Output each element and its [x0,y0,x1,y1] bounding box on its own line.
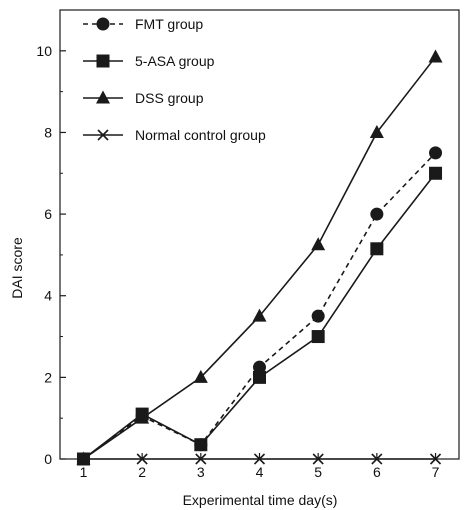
y-tick-label: 0 [44,451,52,467]
data-point [369,124,384,138]
series-circle [76,146,443,466]
data-point [136,453,148,465]
legend-item: 5-ASA group [83,53,215,69]
data-point [194,438,208,452]
legend-label: DSS group [135,90,204,106]
legend: FMT group 5-ASA group DSS group Normal cont… [83,16,266,143]
legend-item: FMT group [83,16,203,32]
x-tick-label: 6 [373,464,381,480]
y-tick-label: 10 [36,43,52,59]
series-triangle [76,49,443,465]
legend-marker [96,90,110,104]
legend-marker [96,54,110,68]
data-point [253,360,266,374]
legend-marker [96,17,110,31]
legend-label: 5-ASA group [135,53,215,69]
data-point [429,146,443,160]
data-point [76,452,90,466]
x-tick-label: 7 [432,464,440,480]
legend-item: Normal control group [83,127,266,143]
x-tick-label: 2 [138,464,146,480]
x-axis-label: Experimental time day(s) [183,492,338,508]
data-point [429,453,442,465]
data-point [253,453,266,465]
data-point [428,49,443,63]
data-point [429,166,443,180]
y-tick-label: 2 [44,369,52,385]
legend-item: DSS group [83,90,204,106]
y-tick-label: 8 [44,124,52,140]
legend-label: FMT group [135,16,203,32]
y-tick-label: 4 [44,288,52,304]
data-point [371,453,383,465]
data-point [312,453,324,465]
data-point [370,242,384,256]
x-tick-label: 4 [256,464,264,480]
legend-marker [97,129,109,141]
data-point [370,207,384,221]
x-tick-label: 3 [197,464,205,480]
data-point [253,370,266,384]
data-point [311,237,326,251]
data-point [193,369,208,383]
data-point [195,453,207,465]
x-tick-label: 1 [80,464,88,480]
plot-frame [59,9,460,460]
series-layer [76,49,443,466]
y-axis-label: DAI score [9,237,25,299]
data-point [135,409,149,423]
data-point [252,308,267,322]
data-point [311,330,325,344]
x-tick-label: 5 [314,464,322,480]
y-tick-label: 6 [44,206,52,222]
legend-label: Normal control group [135,127,266,143]
data-point [311,309,325,323]
series-line [83,56,437,460]
